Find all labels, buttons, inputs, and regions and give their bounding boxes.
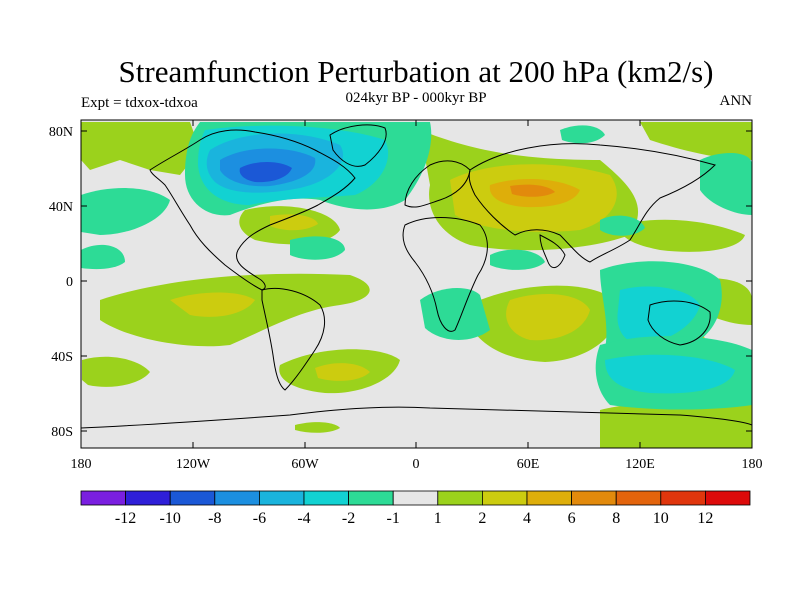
anomaly-region: [81, 188, 170, 235]
period-label: 024kyr BP - 000kyr BP: [345, 90, 486, 106]
experiment-label: Expt = tdxox-tdxoa: [81, 95, 198, 111]
lat-label: 0: [66, 275, 73, 290]
coast-india: [539, 234, 566, 269]
colorbar-label: 6: [568, 510, 576, 527]
coast-asia: [468, 143, 716, 263]
lat-label: 80N: [49, 125, 73, 140]
lat-label: 40S: [51, 350, 73, 365]
colorbar-swatch: [615, 490, 662, 506]
coast-north-america: [149, 129, 356, 291]
coast-australia: [647, 300, 711, 346]
lat-axis: 80N 40N 0 40S 80S: [49, 125, 752, 440]
colorbar: -12 -10 -8 -6 -4 -2 -1 1 2 4 6 8 10 12: [80, 490, 751, 527]
anomaly-region: [81, 122, 200, 175]
lon-label: 60E: [517, 457, 540, 472]
lat-label: 80S: [51, 425, 73, 440]
colorbar-label: 12: [697, 510, 713, 527]
anomaly-region: [290, 236, 345, 260]
anomaly-region: [700, 153, 752, 215]
coast-antarctica: [81, 406, 752, 429]
colorbar-swatch: [80, 490, 126, 506]
season-label: ANN: [720, 93, 753, 109]
anomaly-region: [82, 356, 150, 387]
lon-label: 180: [71, 457, 92, 472]
negative-anomalies: [81, 122, 752, 410]
anomaly-region: [170, 292, 255, 317]
colorbar-label: 4: [523, 510, 531, 527]
colorbar-swatch: [125, 490, 171, 506]
colorbar-label: -1: [387, 510, 400, 527]
coast-greenland: [329, 124, 387, 167]
colorbar-swatch: [392, 490, 439, 506]
anomaly-region: [295, 422, 340, 433]
colorbar-swatch: [481, 490, 528, 506]
coast-africa: [402, 217, 488, 332]
colorbar-swatch: [303, 490, 349, 506]
colorbar-label: 1: [434, 510, 442, 527]
figure-title: Streamfunction Perturbation at 200 hPa (…: [119, 54, 714, 89]
anomaly-region: [315, 363, 370, 381]
anomaly-region: [640, 122, 752, 160]
colorbar-swatch: [348, 490, 394, 506]
colorbar-label: -12: [115, 510, 136, 527]
lon-label: 0: [413, 457, 420, 472]
anomaly-region: [420, 288, 490, 340]
colorbar-swatch: [214, 490, 260, 506]
anomaly-region: [81, 244, 125, 270]
positive-anomalies: [81, 122, 752, 448]
coast-south-america: [261, 287, 326, 391]
anomaly-region: [239, 162, 292, 183]
colorbar-swatch: [258, 490, 305, 506]
anomaly-region: [506, 294, 590, 341]
colorbar-label: -4: [297, 510, 310, 527]
anomaly-region: [560, 125, 605, 144]
coastlines: [81, 124, 752, 429]
colorbar-swatch: [437, 490, 483, 506]
lon-label: 60W: [291, 457, 319, 472]
anomaly-region: [490, 249, 545, 270]
colorbar-label: -10: [160, 510, 181, 527]
lon-label: 180: [742, 457, 763, 472]
colorbar-swatch: [571, 490, 617, 506]
colorbar-label: 2: [478, 510, 486, 527]
map-field: [81, 120, 752, 448]
colorbar-swatch: [705, 490, 751, 506]
colorbar-label: -6: [253, 510, 266, 527]
anomaly-region: [600, 401, 752, 448]
colorbar-label: -2: [342, 510, 355, 527]
anomaly-region: [619, 219, 745, 252]
lon-label: 120E: [625, 457, 655, 472]
lon-axis: 180 120W 60W 0 60E 120E 180: [71, 120, 763, 472]
colorbar-swatch: [526, 490, 572, 506]
anomaly-region: [605, 354, 735, 394]
colorbar-label: 10: [653, 510, 669, 527]
colorbar-label: 8: [612, 510, 620, 527]
lon-label: 120W: [176, 457, 211, 472]
colorbar-label: -8: [208, 510, 221, 527]
anomaly-region: [510, 184, 555, 197]
anomaly-region: [270, 214, 318, 231]
lat-label: 40N: [49, 200, 73, 215]
colorbar-swatch: [660, 490, 706, 506]
colorbar-swatch: [169, 490, 216, 506]
anomaly-region: [600, 215, 645, 236]
